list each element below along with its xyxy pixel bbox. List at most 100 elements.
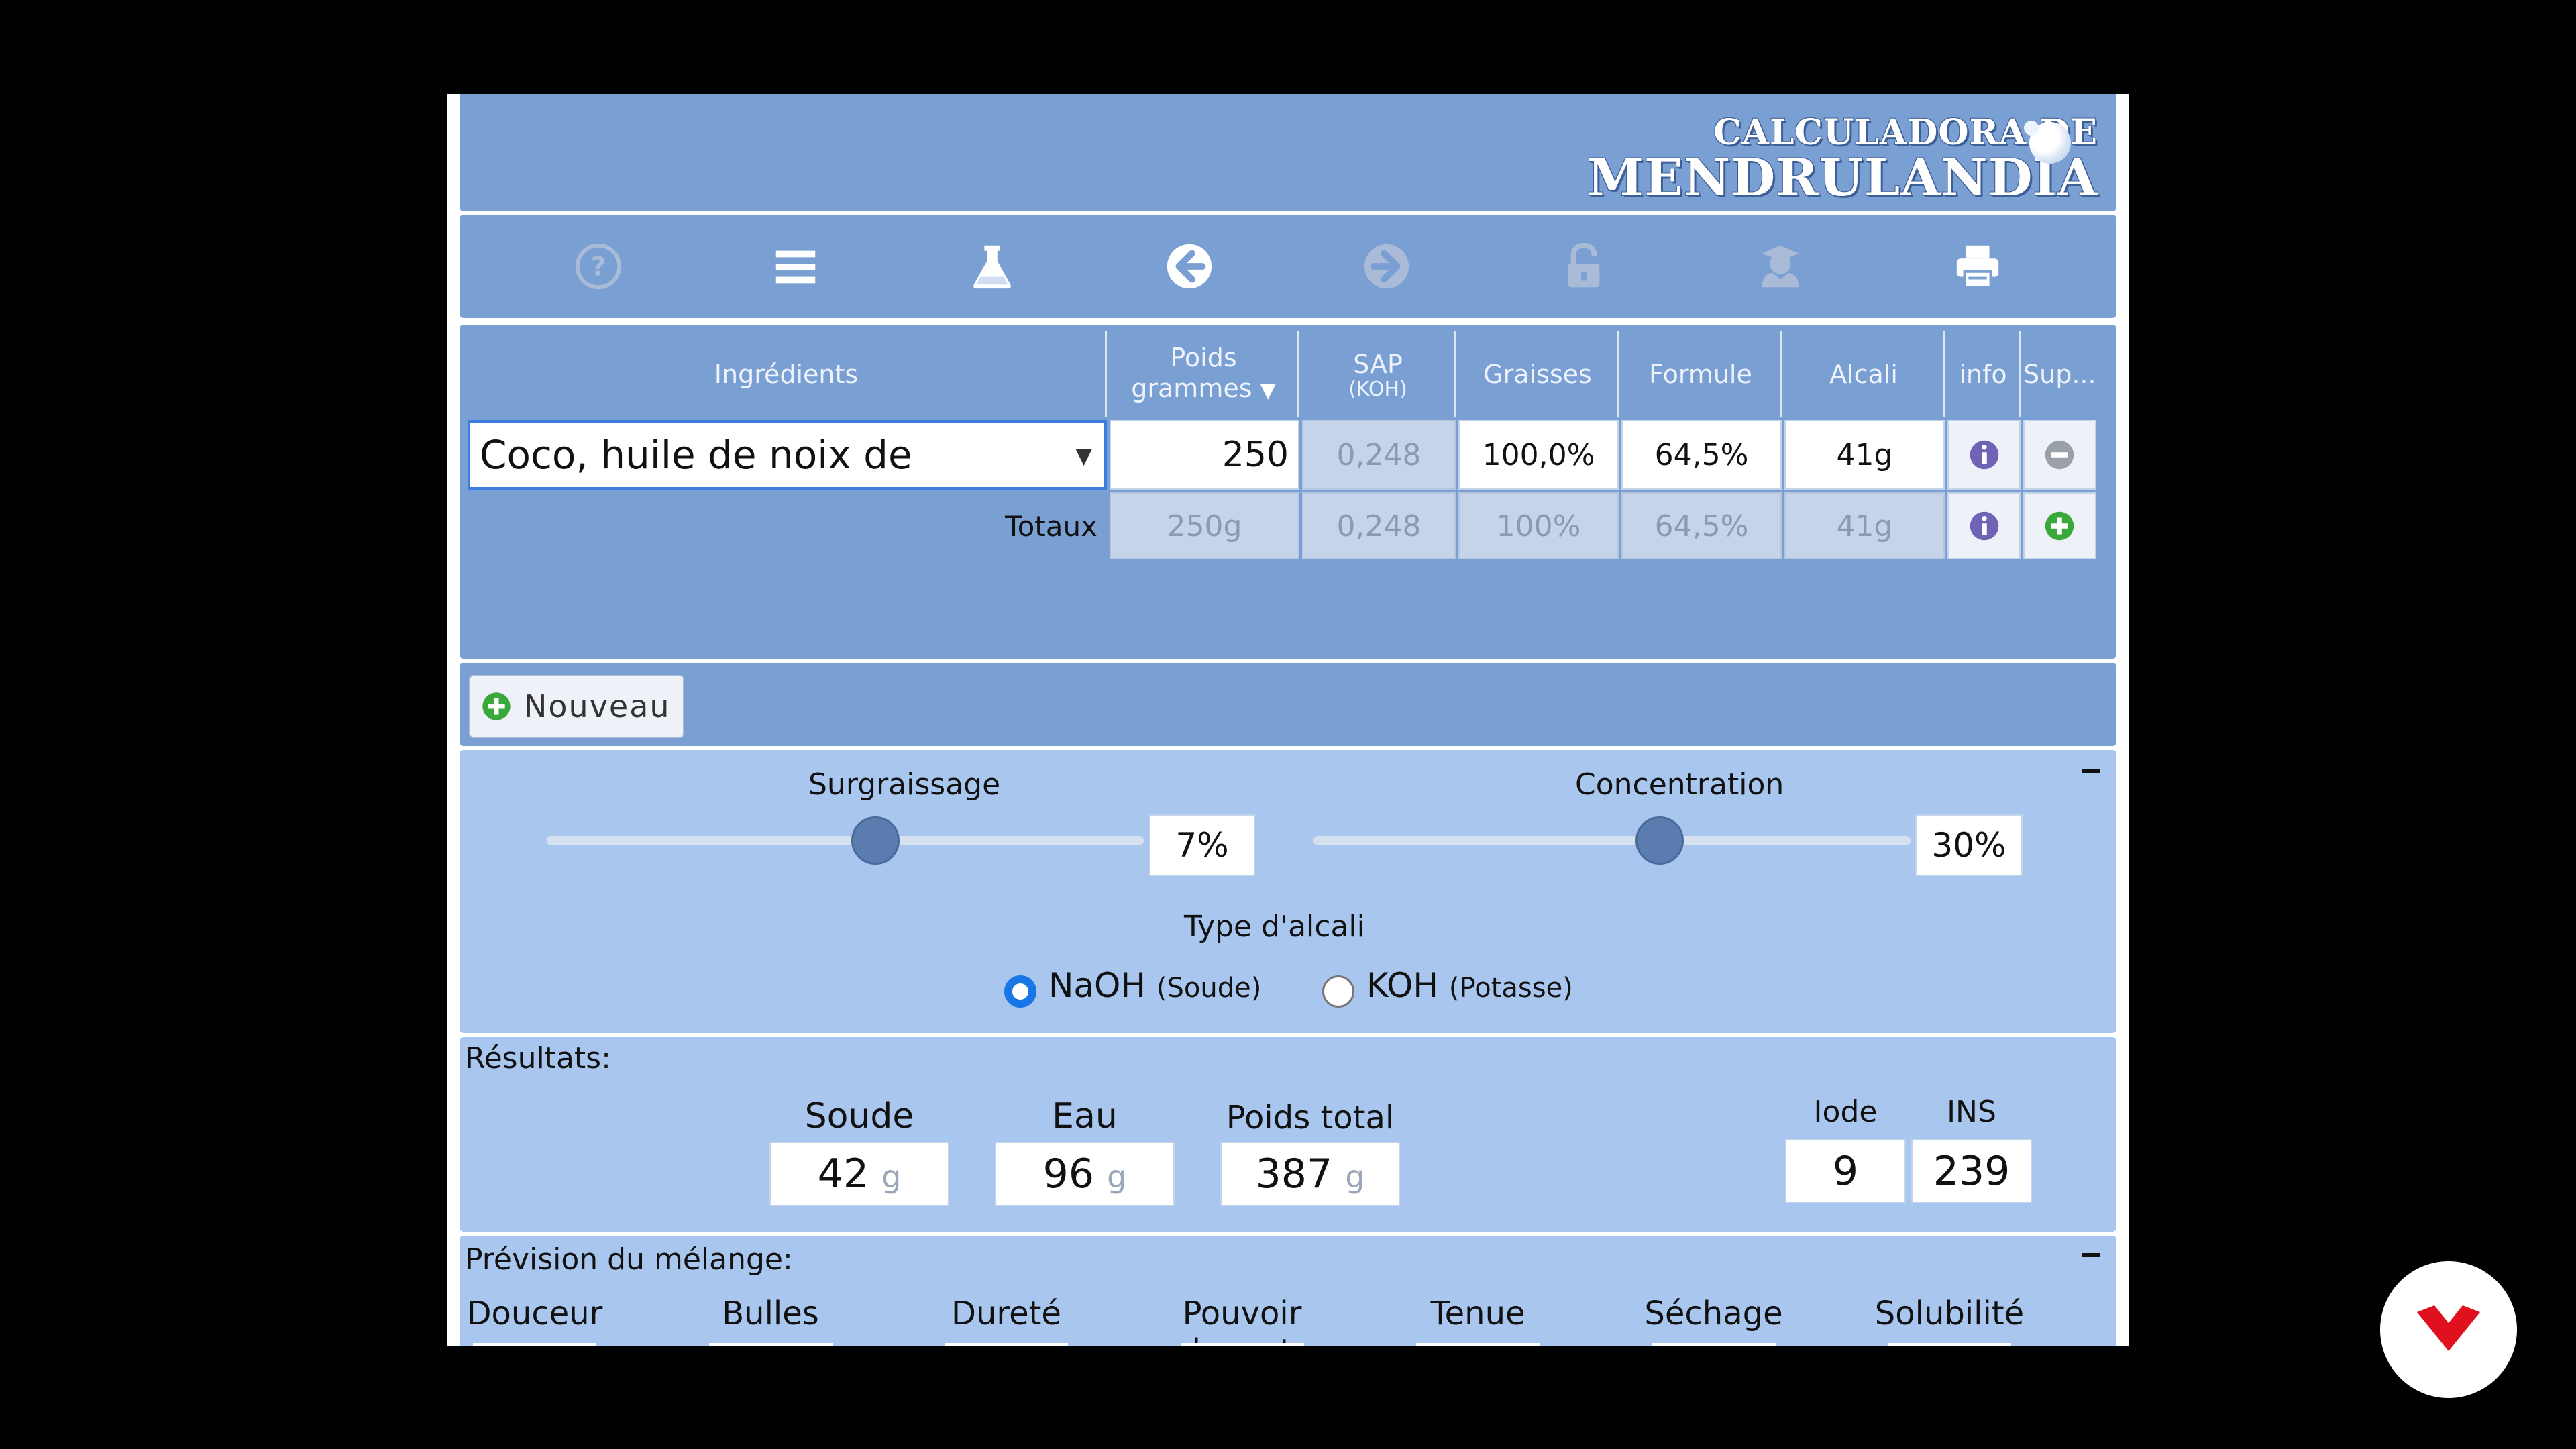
forecast-label: Solubilité <box>1874 1295 2025 1332</box>
row-delete-button[interactable] <box>2023 420 2096 490</box>
totals-sap: 0,248 <box>1302 492 1456 559</box>
totals-info-button[interactable] <box>1947 492 2021 559</box>
delete-header: Sup... <box>2023 360 2096 389</box>
ins-value: 239 <box>1911 1139 2032 1203</box>
soap-calculator-app: CALCULADORA DE MENDRULANDIA ? <box>447 94 2129 1346</box>
back-button[interactable] <box>1159 236 1220 297</box>
table-row: Coco, huile de noix de ▼ 250 0,248 100,0… <box>468 420 2096 490</box>
print-icon <box>1956 245 1999 289</box>
new-bar: Nouveau <box>460 663 2116 746</box>
koh-sub-label: (Potasse) <box>1448 973 1573 1004</box>
collapse-forecast-button[interactable] <box>2082 1253 2100 1257</box>
forecast-panel: Prévision du mélange: Douceur 42 Bulles 64 D… <box>460 1236 2116 1346</box>
column-sap: SAP (KOH) <box>1302 331 1456 417</box>
total-weight-number: 387 <box>1255 1150 1333 1197</box>
water-value: 96 g <box>995 1142 1175 1206</box>
calculator-logo: CALCULADORA DE MENDRULANDIA <box>1587 114 2098 204</box>
column-info: info <box>1947 331 2021 417</box>
concentration-slider[interactable] <box>1313 816 1911 865</box>
totals-weight: 250g <box>1110 492 1299 559</box>
collapse-settings-button[interactable] <box>2082 769 2100 773</box>
naoh-radio-label[interactable]: NaOH (Soude) <box>1049 966 1261 1005</box>
help-button[interactable]: ? <box>568 236 629 297</box>
fats-header: Graisses <box>1483 360 1592 389</box>
menu-button[interactable] <box>765 236 826 297</box>
user-button[interactable] <box>1750 236 1811 297</box>
column-formula: Formule <box>1621 331 1782 417</box>
settings-panel: Surgraissage 7% Concentration 30% Type d… <box>460 750 2116 1033</box>
concentration-value[interactable]: 30% <box>1915 814 2023 876</box>
forecast-value: 57 <box>1888 1343 2011 1346</box>
ingredients-table: Ingrédients Poids grammes ▼ SAP (KOH) Gr… <box>465 329 2099 562</box>
forward-button[interactable] <box>1356 236 1417 297</box>
forecast-value: 67 <box>1180 1343 1304 1346</box>
new-button-label: Nouveau <box>524 688 671 724</box>
weight-input[interactable]: 250 <box>1110 420 1299 490</box>
totals-label: Totaux <box>468 492 1107 559</box>
superfat-label: Surgraissage <box>808 767 1001 802</box>
water-number: 96 <box>1042 1150 1095 1197</box>
naoh-label: NaOH <box>1049 966 1146 1005</box>
row-info-button[interactable] <box>1947 420 2021 490</box>
alkali-value: 41g <box>1784 420 1945 490</box>
logo-line2: MENDRULANDIA <box>1587 148 2098 207</box>
weight-header-line2: grammes <box>1131 374 1252 403</box>
user-icon <box>1762 245 1799 288</box>
results-title: Résultats: <box>465 1041 611 1075</box>
menu-icon <box>775 250 815 284</box>
total-weight-unit: g <box>1345 1159 1365 1195</box>
unlock-icon <box>1568 242 1600 288</box>
total-weight-label: Poids total <box>1226 1099 1395 1136</box>
logo-line1: CALCULADORA DE <box>1713 112 2098 153</box>
soda-label: Soude <box>804 1096 914 1136</box>
naoh-sub-label: (Soude) <box>1156 973 1262 1004</box>
forecast-label: Tenue <box>1430 1295 1525 1332</box>
info-icon <box>1970 511 1998 541</box>
soda-value: 42 g <box>769 1142 949 1206</box>
forecast-label: Pouvoir lavant <box>1182 1295 1302 1346</box>
new-button[interactable]: Nouveau <box>469 675 684 738</box>
help-icon: ? <box>575 243 621 290</box>
forecast-label: Douceur <box>466 1295 603 1332</box>
ingredients-panel: Ingrédients Poids grammes ▼ SAP (KOH) Gr… <box>460 325 2116 659</box>
total-weight-value: 387 g <box>1220 1142 1400 1206</box>
dropdown-caret-icon: ▼ <box>1075 443 1092 468</box>
forward-arrow-icon <box>1364 244 1409 289</box>
plus-circle-icon <box>2045 511 2074 541</box>
formula-value: 64,5% <box>1621 420 1782 490</box>
weight-header-line1: Poids <box>1170 343 1237 372</box>
ingredient-select[interactable]: Coco, huile de noix de ▼ <box>468 420 1107 490</box>
superfat-slider-thumb[interactable] <box>851 816 900 865</box>
naoh-radio[interactable] <box>1004 975 1036 1008</box>
column-ingredients-label: Ingrédients <box>714 360 859 389</box>
concentration-label: Concentration <box>1575 767 1784 802</box>
soda-number: 42 <box>817 1150 869 1197</box>
koh-radio-label[interactable]: KOH (Potasse) <box>1366 966 1573 1005</box>
forecast-value: 64 <box>708 1343 833 1346</box>
flask-icon <box>973 245 1012 289</box>
forecast-label: Bulles <box>722 1295 819 1332</box>
totals-fats: 100% <box>1458 492 1619 559</box>
brand-logo-button[interactable] <box>2380 1261 2517 1398</box>
forecast-label: Séchage <box>1644 1295 1783 1332</box>
iodine-label: Iode <box>1813 1095 1878 1129</box>
column-weight[interactable]: Poids grammes ▼ <box>1110 331 1299 417</box>
plus-circle-icon <box>482 692 511 720</box>
concentration-slider-thumb[interactable] <box>1635 816 1684 865</box>
forecast-label: Dureté <box>951 1295 1061 1332</box>
sap-value: 0,248 <box>1302 420 1456 490</box>
superfat-value[interactable]: 7% <box>1149 814 1255 876</box>
column-ingredients: Ingrédients <box>468 331 1107 417</box>
koh-radio[interactable] <box>1322 975 1354 1008</box>
unlock-button[interactable] <box>1554 236 1614 297</box>
minus-circle-icon <box>2045 440 2074 470</box>
print-button[interactable] <box>1947 236 2008 297</box>
iodine-value: 9 <box>1785 1139 1906 1203</box>
ins-label: INS <box>1947 1095 1996 1129</box>
soda-unit: g <box>881 1159 902 1195</box>
superfat-slider[interactable] <box>547 816 1144 865</box>
lab-button[interactable] <box>962 236 1022 297</box>
back-arrow-icon <box>1167 244 1212 289</box>
info-icon <box>1970 440 1998 470</box>
add-ingredient-button[interactable] <box>2023 492 2096 559</box>
